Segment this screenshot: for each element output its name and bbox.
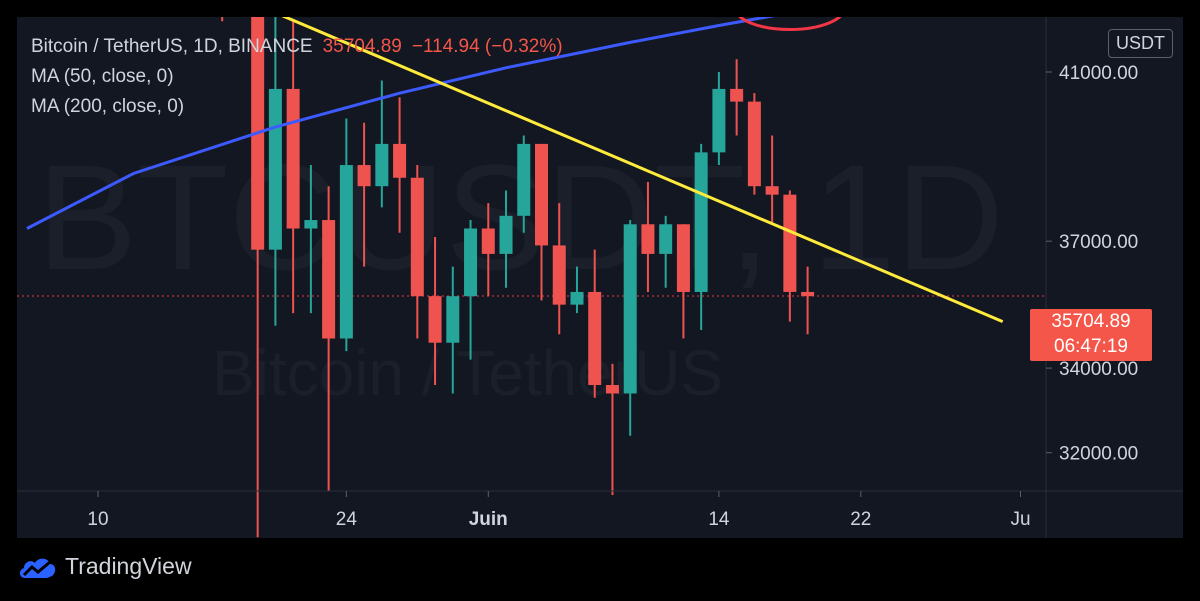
candle-body	[268, 88, 282, 250]
x-tick-label: Juin	[469, 509, 508, 530]
candle-body	[517, 143, 531, 216]
candle-body	[446, 296, 460, 343]
y-tick-label: 32000.00	[1059, 444, 1138, 465]
tradingview-brand: TradingView	[65, 553, 192, 579]
candle-body	[304, 220, 318, 229]
candle-body	[765, 186, 779, 195]
x-tick-label: 14	[708, 509, 730, 530]
candle-body	[464, 228, 478, 297]
candle-body	[588, 291, 602, 386]
candle-body	[375, 143, 389, 187]
candle-body	[623, 224, 637, 394]
candle-body	[339, 165, 353, 339]
legend-ma50[interactable]: MA (50, close, 0)	[31, 66, 174, 87]
watermark-name: Bitcoin / TetherUS	[212, 337, 723, 409]
tradingview-cloud-icon	[19, 558, 56, 578]
x-tick-label: 10	[87, 509, 108, 530]
candle-body	[357, 165, 371, 187]
candle-body	[641, 224, 655, 254]
candle-body	[499, 215, 513, 254]
trendline	[281, 17, 1004, 323]
y-tick-label: 34000.00	[1059, 359, 1138, 380]
legend-change: −114.94 (−0.32%)	[411, 36, 563, 57]
candle-body	[712, 88, 726, 153]
highlight-circle	[738, 17, 842, 32]
candle-body	[783, 194, 797, 292]
candle-body	[428, 296, 442, 343]
footer	[0, 540, 1200, 601]
price-tag-countdown: 06:47:19	[1054, 336, 1128, 357]
y-tick-label: 41000.00	[1059, 63, 1138, 84]
legend-price: 35704.89	[322, 36, 402, 57]
legend-symbol-row[interactable]: Bitcoin / TetherUS, 1D, BINANCE 35704.89−…	[31, 36, 563, 58]
candle-body	[552, 245, 566, 305]
candle-body	[286, 88, 300, 229]
candle-body	[393, 143, 407, 178]
ma200-line	[26, 17, 775, 230]
candle-body	[676, 224, 690, 292]
candle-body	[801, 291, 815, 297]
candle-body	[410, 177, 424, 297]
axes-group: 50000.0045000.0041000.0037000.0034000.00…	[17, 17, 1183, 538]
candle-body	[605, 385, 619, 394]
candle-body	[730, 88, 744, 102]
candle-body	[659, 224, 673, 254]
tradingview-logo[interactable]: TradingView	[17, 553, 192, 580]
price-tag: 35704.89 06:47:19	[1030, 309, 1152, 361]
candle-body	[481, 228, 495, 254]
price-tag-price: 35704.89	[1051, 311, 1131, 332]
candle-body	[322, 220, 336, 339]
currency-button[interactable]: USDT	[1108, 29, 1173, 58]
legend-symbol[interactable]: Bitcoin / TetherUS, 1D, BINANCE	[31, 36, 313, 57]
overlays-group	[26, 17, 1004, 323]
candle-body	[535, 143, 548, 246]
y-tick-label: 37000.00	[1059, 232, 1138, 253]
x-tick-label: 24	[336, 509, 358, 530]
x-tick-label: 22	[850, 509, 871, 530]
candle-body	[694, 152, 708, 292]
candle-body	[570, 291, 584, 305]
x-tick-label: Ju	[1010, 509, 1030, 530]
candle-body	[747, 101, 761, 187]
candles-group	[221, 17, 815, 538]
legend-ma200[interactable]: MA (200, close, 0)	[31, 96, 185, 117]
